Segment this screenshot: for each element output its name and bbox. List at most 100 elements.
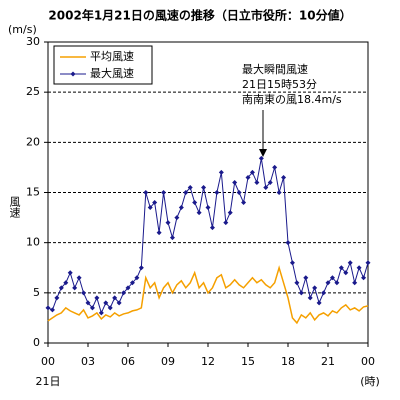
marker: [329, 275, 335, 281]
marker: [98, 310, 104, 316]
x-tick-label: 21: [321, 355, 335, 368]
marker: [241, 200, 247, 206]
marker: [121, 290, 127, 296]
marker: [245, 174, 251, 180]
marker: [156, 230, 162, 236]
marker: [94, 295, 100, 301]
marker: [258, 155, 264, 161]
marker: [85, 300, 91, 306]
series-line: [47, 265, 369, 325]
marker: [183, 190, 189, 195]
marker: [254, 179, 260, 185]
marker: [178, 205, 184, 211]
marker: [214, 190, 220, 195]
marker: [347, 260, 353, 266]
marker: [129, 280, 135, 286]
marker: [143, 190, 149, 195]
marker: [361, 275, 367, 281]
marker: [356, 265, 362, 271]
marker: [218, 169, 224, 175]
marker: [205, 205, 211, 211]
marker: [165, 220, 171, 226]
y-tick-label: 20: [26, 135, 40, 148]
marker: [281, 174, 287, 180]
marker: [187, 184, 193, 190]
y-tick-label: 10: [26, 236, 40, 249]
marker: [169, 235, 175, 241]
x-unit: (時): [360, 375, 380, 388]
marker: [103, 300, 109, 306]
marker: [45, 305, 51, 311]
marker: [303, 275, 309, 281]
marker: [298, 290, 304, 296]
legend-box: [53, 45, 153, 85]
marker: [116, 300, 122, 306]
marker: [276, 190, 282, 195]
y-tick-label: 0: [33, 336, 40, 349]
legend-label: 最大風速: [90, 66, 134, 80]
marker: [227, 210, 233, 216]
marker: [134, 275, 140, 281]
marker: [67, 270, 73, 276]
marker: [54, 295, 60, 301]
y-tick-label: 15: [26, 186, 40, 199]
annotation: 最大瞬間風速: [242, 62, 308, 76]
marker: [192, 200, 198, 206]
annotation-arrowhead: [259, 149, 267, 157]
x-sublabel: 21日: [36, 375, 61, 388]
annotation: 21日15時53分: [242, 78, 317, 91]
marker: [58, 285, 64, 291]
x-tick-label: 00: [361, 355, 375, 368]
marker: [138, 265, 144, 271]
marker: [285, 240, 291, 246]
y-tick-label: 30: [26, 35, 40, 48]
marker: [289, 260, 295, 266]
marker: [125, 285, 131, 291]
marker: [107, 305, 113, 311]
legend-marker: [70, 71, 76, 77]
marker: [294, 280, 300, 286]
marker: [112, 295, 118, 301]
marker: [325, 280, 331, 286]
marker: [321, 290, 327, 296]
marker: [343, 270, 349, 276]
x-tick-label: 00: [41, 355, 55, 368]
marker: [81, 290, 87, 296]
x-tick-label: 15: [241, 355, 255, 368]
x-tick-label: 06: [121, 355, 135, 368]
marker: [223, 220, 229, 226]
marker: [338, 265, 344, 271]
marker: [201, 184, 207, 190]
x-tick-label: 09: [161, 355, 175, 368]
marker: [147, 205, 153, 211]
marker: [365, 260, 371, 266]
marker: [312, 285, 318, 291]
marker: [232, 179, 238, 185]
chart-title: 2002年1月21日の風速の推移（日立市役所：10分値）: [48, 8, 351, 23]
marker: [196, 210, 202, 216]
marker: [209, 225, 215, 231]
marker: [272, 164, 278, 170]
y-tick-label: 5: [33, 286, 40, 299]
y-axis-label: 風速: [8, 196, 21, 218]
marker: [72, 285, 78, 291]
marker: [249, 169, 255, 175]
marker: [316, 300, 322, 306]
marker: [89, 305, 95, 311]
marker: [152, 200, 158, 206]
marker: [263, 184, 269, 190]
marker: [63, 280, 69, 286]
marker: [49, 307, 55, 313]
marker: [76, 275, 82, 281]
marker: [307, 295, 313, 301]
x-tick-label: 18: [281, 355, 295, 368]
marker: [174, 215, 180, 221]
y-tick-label: 25: [26, 85, 40, 98]
series-line: [47, 158, 369, 315]
marker: [236, 190, 242, 195]
marker: [334, 280, 340, 286]
x-tick-label: 12: [201, 355, 215, 368]
x-tick-label: 03: [81, 355, 95, 368]
marker: [267, 179, 273, 185]
